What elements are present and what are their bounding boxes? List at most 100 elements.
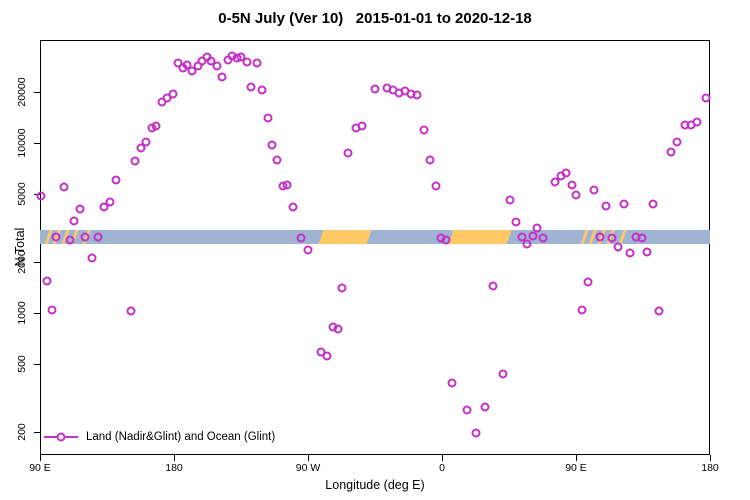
data-point bbox=[93, 232, 103, 242]
data-point bbox=[343, 148, 353, 158]
data-point bbox=[282, 180, 292, 190]
map-band-land-segment bbox=[318, 229, 372, 245]
data-point bbox=[252, 58, 262, 68]
data-point bbox=[357, 121, 367, 131]
x-tick-label: 180 bbox=[165, 462, 183, 474]
data-point bbox=[257, 85, 267, 95]
data-point bbox=[296, 233, 306, 243]
data-point bbox=[625, 248, 635, 258]
data-point bbox=[607, 233, 617, 243]
plot-area bbox=[40, 40, 710, 455]
x-tick-mark bbox=[710, 455, 711, 461]
data-point bbox=[212, 61, 222, 71]
data-point bbox=[654, 306, 664, 316]
y-tick-mark bbox=[34, 432, 40, 433]
data-point bbox=[488, 281, 498, 291]
data-point bbox=[583, 277, 593, 287]
data-point bbox=[151, 121, 161, 131]
data-point bbox=[538, 233, 548, 243]
data-point bbox=[412, 90, 422, 100]
data-point bbox=[141, 137, 151, 147]
data-point bbox=[522, 239, 532, 249]
data-point bbox=[462, 405, 472, 415]
data-point bbox=[267, 140, 277, 150]
data-point bbox=[666, 147, 676, 157]
y-tick-label: 20000 bbox=[16, 77, 28, 107]
data-point bbox=[187, 66, 197, 76]
data-point bbox=[236, 52, 246, 62]
data-point bbox=[206, 56, 216, 66]
data-point bbox=[480, 402, 490, 412]
data-point bbox=[87, 253, 97, 263]
data-point bbox=[36, 191, 46, 201]
data-point bbox=[263, 113, 273, 123]
data-point bbox=[99, 202, 109, 212]
data-point bbox=[577, 305, 587, 315]
data-point bbox=[425, 155, 435, 165]
data-point bbox=[595, 232, 605, 242]
y-tick-mark bbox=[34, 364, 40, 366]
data-point bbox=[505, 195, 515, 205]
legend-line-symbol bbox=[44, 432, 78, 442]
x-tick-mark bbox=[576, 455, 577, 461]
data-point bbox=[648, 199, 658, 209]
x-axis-label: Longitude (deg E) bbox=[325, 478, 425, 492]
data-point bbox=[619, 199, 629, 209]
x-tick-mark bbox=[442, 455, 443, 461]
x-tick-mark bbox=[308, 455, 309, 461]
data-point bbox=[471, 428, 481, 438]
data-point bbox=[246, 82, 256, 92]
y-tick-mark bbox=[34, 262, 40, 263]
data-point bbox=[337, 283, 347, 293]
y-tick-mark bbox=[34, 313, 40, 315]
data-point bbox=[692, 117, 702, 127]
data-point bbox=[637, 233, 646, 243]
data-point bbox=[126, 306, 136, 316]
data-point bbox=[217, 72, 227, 82]
data-point bbox=[419, 125, 429, 135]
data-point bbox=[168, 89, 177, 99]
data-point bbox=[288, 202, 298, 212]
legend-point-icon bbox=[56, 432, 66, 442]
x-tick-label: 90 E bbox=[565, 462, 587, 474]
y-tick-label: 500 bbox=[16, 355, 28, 374]
data-point bbox=[601, 201, 611, 211]
x-tick-label: 180 bbox=[701, 462, 719, 474]
y-tick-label: 200 bbox=[16, 423, 28, 441]
data-point bbox=[532, 223, 542, 233]
data-point bbox=[589, 185, 599, 195]
data-point bbox=[80, 232, 90, 242]
y-tick-mark bbox=[34, 143, 40, 145]
data-point bbox=[303, 245, 313, 255]
data-point bbox=[51, 232, 61, 242]
data-point bbox=[511, 217, 521, 227]
data-point bbox=[333, 324, 343, 334]
data-point bbox=[561, 168, 571, 178]
data-point bbox=[567, 180, 577, 190]
x-tick-mark bbox=[40, 455, 41, 461]
data-point bbox=[272, 155, 282, 165]
data-point bbox=[613, 242, 623, 252]
data-point bbox=[130, 156, 140, 166]
legend-label: Land (Nadir&Glint) and Ocean (Glint) bbox=[86, 431, 276, 443]
legend: Land (Nadir&Glint) and Ocean (Glint) bbox=[44, 430, 275, 444]
data-point bbox=[447, 378, 457, 388]
x-tick-mark bbox=[174, 455, 175, 461]
data-point bbox=[571, 190, 581, 200]
data-point bbox=[642, 247, 652, 257]
data-point bbox=[59, 182, 69, 192]
data-point bbox=[370, 84, 380, 94]
y-tick-mark bbox=[34, 92, 40, 93]
chart-title: 0-5N July (Ver 10) 2015-01-01 to 2020-12… bbox=[218, 10, 532, 27]
data-point bbox=[322, 351, 332, 361]
x-tick-label: 90 E bbox=[29, 462, 51, 474]
data-point bbox=[42, 276, 52, 286]
data-point bbox=[701, 93, 711, 103]
data-point bbox=[75, 204, 85, 214]
data-point bbox=[111, 175, 121, 185]
data-point bbox=[242, 57, 252, 67]
data-point bbox=[672, 137, 682, 147]
data-point bbox=[441, 235, 451, 245]
y-tick-label: 5000 bbox=[16, 182, 28, 207]
